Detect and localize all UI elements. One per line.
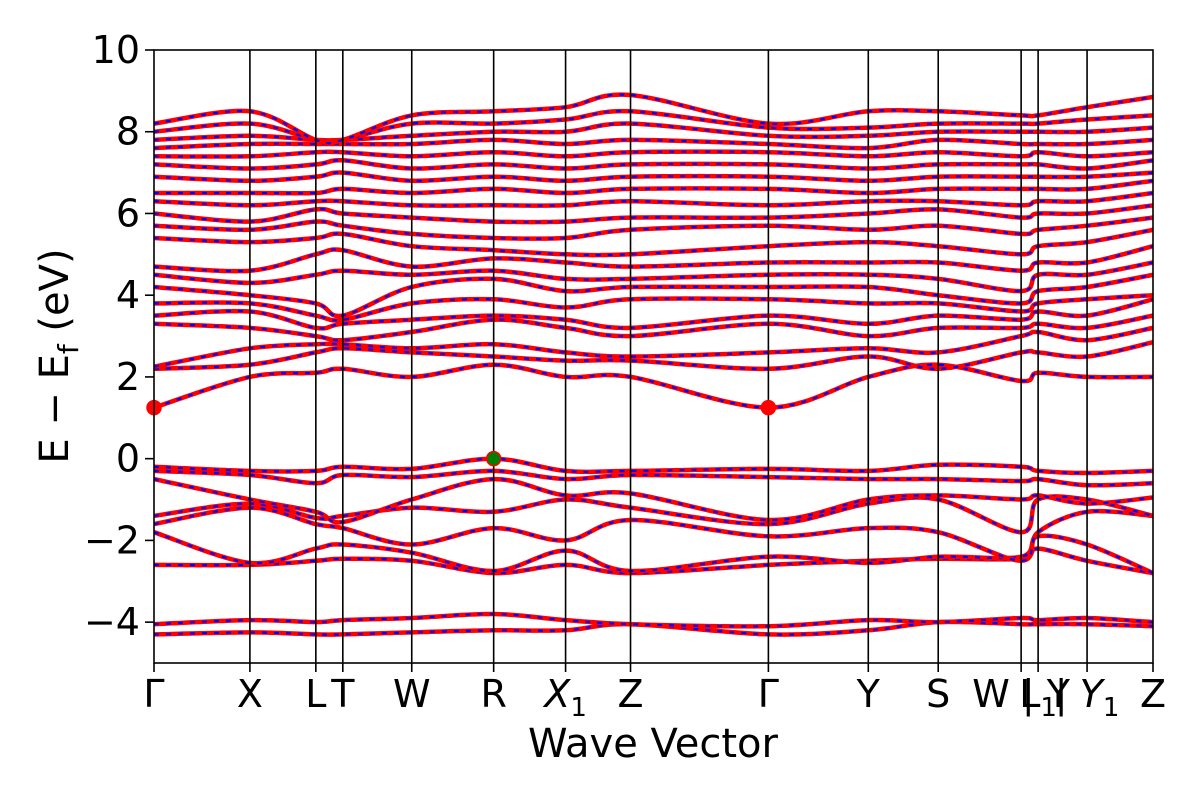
band-8-line <box>154 456 1153 476</box>
x-tick-label: X1 <box>542 672 587 723</box>
x-tick-label: X <box>237 672 263 716</box>
y-axis-ticks: 10 8 6 4 2 0 −2 −4 <box>84 28 154 644</box>
x-axis-label: Wave Vector <box>528 721 779 767</box>
plot-frame <box>153 49 1154 664</box>
band-5-dash <box>154 495 1153 534</box>
band-4-dash <box>154 506 1153 562</box>
x-axis-ticks: Γ X L T W R X1 Z Γ Y S W | YL1| Y1 Z <box>143 663 1166 723</box>
x-tick-label: Z <box>1140 672 1166 716</box>
cbm-marker-1 <box>760 399 777 416</box>
band-1-dash <box>154 612 1153 628</box>
y-tick-label: 8 <box>116 110 140 154</box>
band-24-line <box>154 158 1153 171</box>
band-22-dash <box>154 179 1153 195</box>
band-18-dash <box>154 228 1153 257</box>
x-tick-label: S <box>926 672 950 716</box>
band-29-dash <box>154 93 1153 145</box>
band-19-line <box>154 215 1153 242</box>
x-tick-label: W | Y <box>972 672 1071 717</box>
y-tick-label: 0 <box>116 437 140 481</box>
x-tick-label: Γ <box>758 672 779 716</box>
x-tick-label: W <box>393 672 431 716</box>
band-10-dash <box>154 341 1153 370</box>
y-tick-label: 2 <box>116 355 140 399</box>
band-19-dash <box>154 216 1153 240</box>
band-22-line <box>154 178 1153 196</box>
band-25-dash <box>154 150 1153 158</box>
band-20-dash <box>154 204 1153 224</box>
band-24-dash <box>154 159 1153 170</box>
x-tick-label: T <box>330 672 355 716</box>
band-14-dash <box>154 294 1153 322</box>
band-9-line <box>154 362 1153 410</box>
x-tick-label: L1 <box>1019 672 1057 723</box>
band-12-dash <box>154 314 1153 342</box>
band-17-line <box>154 244 1153 274</box>
band-13-line <box>154 297 1153 331</box>
band-11-dash <box>154 326 1153 368</box>
band-lines <box>154 92 1153 637</box>
band-3-dash <box>154 531 1153 575</box>
x-tick-label: R <box>480 672 506 716</box>
x-tick-label: | Y1 <box>1055 672 1120 723</box>
y-axis-label: E − Ef (eV) <box>32 248 85 463</box>
x-tick-label: Y <box>856 672 881 716</box>
y-tick-label: 10 <box>92 28 140 72</box>
band-29-line <box>154 92 1153 146</box>
band-25-line <box>154 149 1153 159</box>
band-23-dash <box>154 171 1153 182</box>
band-16-dash <box>154 261 1153 293</box>
band-21-dash <box>154 191 1153 207</box>
special-point-markers <box>146 399 777 467</box>
band-23-line <box>154 170 1153 184</box>
band-20-line <box>154 203 1153 225</box>
band-5-line <box>154 494 1153 535</box>
vbm-marker-2 <box>485 450 502 467</box>
band-15-dash <box>154 273 1153 318</box>
band-2-dash <box>154 547 1153 575</box>
band-6-dash <box>154 477 1153 524</box>
y-tick-label: 6 <box>116 191 140 235</box>
x-tick-label: Γ <box>143 672 164 716</box>
x-tick-label: L <box>305 672 326 716</box>
kpath-lines <box>249 50 1088 663</box>
x-tick-label: Z <box>617 672 643 716</box>
band-8-dash <box>154 457 1153 475</box>
y-tick-label: −4 <box>84 600 140 644</box>
y-tick-label: −2 <box>84 518 140 562</box>
band-7-dash <box>154 469 1153 487</box>
y-tick-label: 4 <box>116 273 140 317</box>
